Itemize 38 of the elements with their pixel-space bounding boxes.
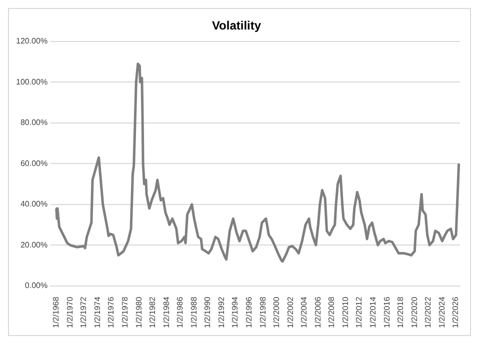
x-tick-label: 1/2/1974	[92, 296, 102, 328]
x-tick-label: 1/2/2018	[396, 296, 406, 328]
x-tick-label: 1/2/1986	[176, 296, 185, 328]
x-tick-label: 1/2/2022	[424, 296, 433, 328]
x-tick-label: 1/2/1998	[258, 296, 268, 328]
x-tick-label: 1/2/1990	[203, 296, 212, 328]
x-tick-label: 1/2/1992	[216, 296, 226, 328]
x-tick-label: 1/2/1968	[52, 296, 61, 328]
x-tick-label: 1/2/1976	[106, 296, 116, 328]
x-tick-label: 1/2/1988	[189, 296, 198, 328]
y-tick-label: 0.00%	[24, 281, 48, 290]
y-tick-label: 80.00%	[20, 118, 48, 128]
x-tick-label: 1/2/1972	[79, 296, 88, 328]
y-tick-label: 60.00%	[20, 158, 48, 168]
y-tick-label: 20.00%	[20, 240, 48, 250]
y-tick-label: 100.00%	[16, 77, 48, 86]
y-tick-label: 40.00%	[20, 200, 48, 209]
x-tick-label: 1/2/1994	[230, 296, 240, 328]
y-tick-label: 120.00%	[16, 36, 48, 46]
x-tick-label: 1/2/2020	[410, 296, 419, 328]
x-tick-label: 1/2/2014	[368, 296, 378, 328]
x-tick-label: 1/2/1996	[244, 296, 254, 328]
x-tick-label: 1/2/2000	[272, 296, 282, 328]
chart-title: Volatility	[212, 18, 262, 33]
x-tick-label: 1/2/2016	[382, 296, 392, 328]
x-tick-label: 1/2/1984	[162, 296, 171, 328]
x-tick-label: 1/2/2006	[313, 296, 322, 328]
x-tick-label: 1/2/2012	[354, 296, 364, 328]
x-tick-label: 1/2/1970	[65, 296, 74, 328]
x-tick-label: 1/2/2002	[286, 296, 295, 328]
x-tick-label: 1/2/2010	[340, 296, 350, 328]
x-tick-label: 1/2/1982	[148, 296, 158, 328]
x-tick-label: 1/2/2004	[300, 296, 309, 328]
x-tick-label: 1/2/1980	[134, 296, 144, 328]
x-tick-label: 1/2/2008	[327, 296, 336, 328]
x-tick-label: 1/2/2024	[437, 296, 446, 328]
x-tick-label: 1/2/2026	[451, 296, 460, 328]
x-tick-label: 1/2/1978	[120, 296, 130, 328]
